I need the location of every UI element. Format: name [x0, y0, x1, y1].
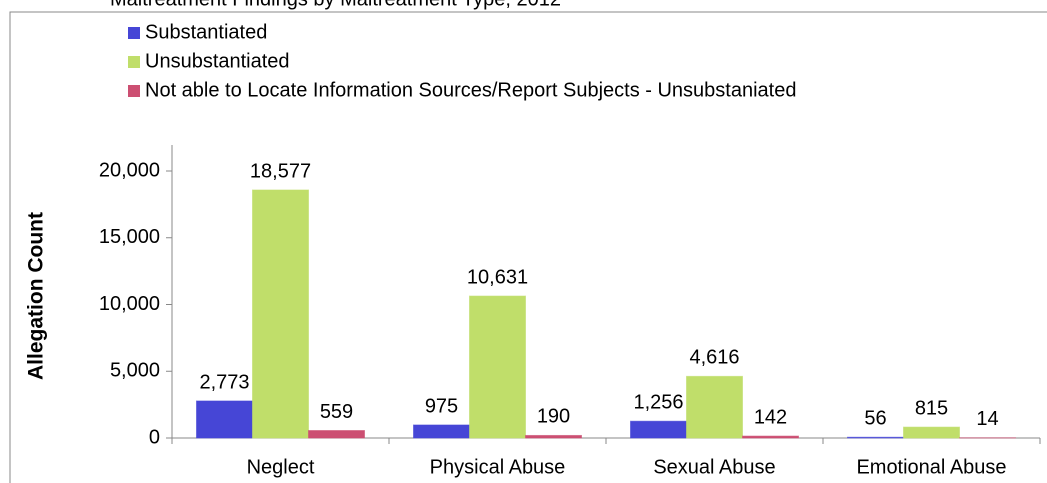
- value-label: 559: [320, 401, 353, 423]
- y-tick-label: 20,000: [99, 159, 160, 181]
- x-tick-label: Emotional Abuse: [856, 456, 1006, 478]
- value-label: 1,256: [633, 392, 683, 414]
- legend-label: Not able to Locate Information Sources/R…: [145, 79, 796, 101]
- value-label: 18,577: [250, 160, 311, 182]
- bar: [196, 400, 253, 439]
- value-label: 975: [425, 395, 458, 417]
- bar: [847, 436, 904, 439]
- value-label: 2,773: [199, 371, 249, 393]
- legend-swatch: [128, 27, 140, 39]
- x-tick-label: Neglect: [247, 456, 315, 478]
- legend-swatch: [128, 56, 140, 68]
- y-tick-label: 10,000: [99, 293, 160, 315]
- value-label: 4,616: [689, 347, 739, 369]
- value-label: 815: [915, 397, 948, 419]
- y-tick-label: 0: [149, 426, 160, 448]
- y-tick-label: 15,000: [99, 226, 160, 248]
- chart-frame: [9, 11, 1047, 483]
- bar: [413, 424, 470, 439]
- x-tick-label: Physical Abuse: [430, 456, 566, 478]
- chart-title: Maltreatment Findings by Maltreatment Ty…: [110, 0, 561, 10]
- value-label: 56: [864, 408, 886, 430]
- value-label: 14: [976, 408, 998, 430]
- bar: [252, 189, 309, 439]
- bar: [742, 435, 799, 439]
- bar: [630, 420, 687, 439]
- value-label: 10,631: [467, 266, 528, 288]
- bar: [903, 426, 960, 439]
- bar: [525, 434, 582, 439]
- y-axis-label: Allegation Count: [25, 212, 48, 380]
- bar: [308, 430, 365, 439]
- bar: [469, 295, 526, 439]
- x-tick-label: Sexual Abuse: [653, 456, 775, 478]
- value-label: 190: [537, 406, 570, 428]
- bar: [686, 375, 743, 439]
- legend-label: Substantiated: [145, 21, 267, 43]
- legend-swatch: [128, 85, 140, 97]
- y-tick-label: 5,000: [110, 360, 160, 382]
- value-label: 142: [754, 406, 787, 428]
- legend-label: Unsubstantiated: [145, 50, 290, 72]
